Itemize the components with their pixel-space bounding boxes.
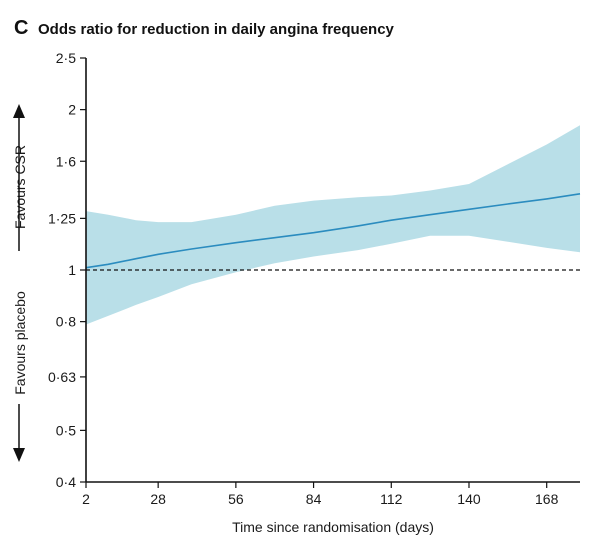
y-tick-label: 0·4 (56, 474, 76, 490)
favours-csr-label: Favours CSR (12, 145, 28, 229)
axes: 0·4 0·5 0·63 0·8 1 1·25 1·6 2 2·5 2 28 56 84 112 140 16… (48, 50, 580, 507)
y-tick-label: 0·5 (56, 422, 76, 438)
x-tick-label: 140 (457, 491, 481, 507)
estimate-line (85, 193, 581, 269)
y-tick-label: 1·6 (56, 153, 76, 169)
side-annotations: Favours CSR Favours placebo (12, 104, 28, 462)
x-tick-label: 84 (306, 491, 322, 507)
x-tick-label: 112 (380, 491, 403, 507)
x-axis-label: Time since randomisation (days) (232, 519, 434, 535)
x-tick-label: 168 (535, 491, 559, 507)
y-tick-label: 1 (68, 262, 76, 278)
arrow-up-icon (13, 104, 25, 118)
y-tick-label: 0·8 (56, 314, 76, 330)
y-tick-label: 1·25 (48, 210, 76, 226)
x-tick-label: 28 (150, 491, 166, 507)
x-tick-label: 56 (228, 491, 244, 507)
y-tick-label: 2 (68, 102, 76, 118)
arrow-down-icon (13, 448, 25, 462)
x-tick-label: 2 (82, 491, 90, 507)
chart-title: Odds ratio for reduction in daily angina… (38, 21, 395, 38)
favours-placebo-label: Favours placebo (12, 291, 28, 395)
confidence-band (86, 125, 580, 325)
y-tick-label: 0·63 (48, 369, 76, 385)
plot-area (85, 125, 581, 325)
y-tick-label: 2·5 (56, 50, 76, 66)
panel-letter: C (14, 17, 28, 39)
